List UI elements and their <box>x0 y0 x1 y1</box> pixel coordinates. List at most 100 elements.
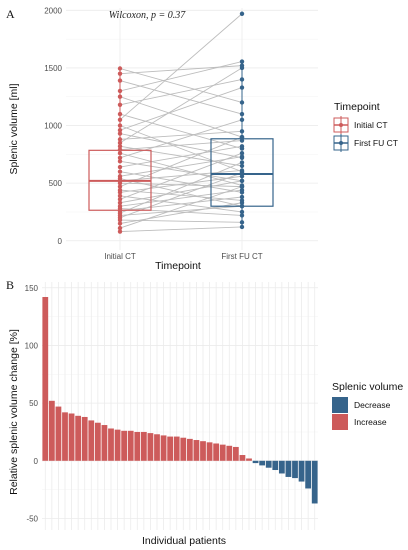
point-initial <box>117 151 123 156</box>
panel-b-legend: Splenic volume Decrease Increase <box>332 381 403 430</box>
point-initial <box>117 221 123 226</box>
bar <box>173 436 180 461</box>
point-followup <box>239 213 245 218</box>
point-initial <box>117 131 123 136</box>
point-initial <box>117 111 123 117</box>
patient-line <box>119 175 243 193</box>
panel-b: B -50 0 50 100 150 Individual patients Relat… <box>6 278 403 547</box>
legend-swatch <box>332 414 348 430</box>
panel-b-y-ticks: -50 0 50 100 150 <box>25 284 39 524</box>
patient-line <box>119 160 243 182</box>
legend-key-point <box>339 141 343 145</box>
point-initial <box>117 217 123 223</box>
y-tick-label: 1500 <box>44 64 62 73</box>
point-initial <box>117 164 123 170</box>
bar <box>114 429 121 461</box>
patient-line <box>119 87 243 131</box>
bar <box>42 296 49 461</box>
point-followup <box>239 129 245 134</box>
y-tick-label: 100 <box>25 341 39 350</box>
panel-b-label: B <box>6 278 14 292</box>
point-followup <box>239 151 245 156</box>
point-initial <box>117 180 123 186</box>
bar <box>292 460 298 479</box>
patient-line <box>119 156 243 177</box>
panel-a-x-axis-title: Timepoint <box>155 260 201 272</box>
patient-line <box>119 170 243 182</box>
patient-line <box>119 13 243 121</box>
patient-line <box>119 130 243 140</box>
point-initial <box>117 169 123 174</box>
panel-a-label: A <box>6 7 15 21</box>
point-initial <box>117 94 123 99</box>
bar <box>219 444 226 461</box>
legend-label: First FU CT <box>354 138 398 148</box>
point-initial <box>117 71 123 76</box>
patient-line <box>119 196 243 212</box>
y-tick-label: 50 <box>29 399 38 408</box>
bar <box>206 442 213 461</box>
bar <box>305 460 312 489</box>
bar <box>154 434 160 461</box>
point-initial <box>117 144 123 149</box>
bar <box>94 422 101 461</box>
point-followup <box>239 187 245 193</box>
bar <box>311 460 318 504</box>
panel-b-x-axis-title: Individual patients <box>142 535 226 547</box>
point-followup <box>239 178 245 184</box>
bar <box>75 415 82 461</box>
y-tick-label: 0 <box>34 457 39 466</box>
point-followup <box>239 174 245 179</box>
point-followup <box>239 154 245 159</box>
bar <box>298 460 305 482</box>
bar <box>180 437 187 461</box>
point-initial <box>117 197 123 202</box>
patient-line <box>119 180 243 204</box>
patient-line <box>119 189 243 207</box>
point-initial <box>117 66 123 71</box>
point-followup <box>239 138 245 143</box>
bar <box>265 460 272 468</box>
bar <box>147 433 154 461</box>
point-initial <box>117 78 123 83</box>
point-followup <box>239 117 245 122</box>
point-initial <box>117 159 123 164</box>
boxplots <box>88 61 274 232</box>
patient-line <box>119 145 243 168</box>
patient-line <box>119 119 243 159</box>
point-initial <box>117 140 123 146</box>
bar <box>81 416 88 461</box>
point-followup <box>239 220 245 225</box>
point-followup <box>239 200 245 205</box>
bar <box>108 428 114 461</box>
y-tick-label: 150 <box>25 284 39 293</box>
legend-entry: Increase <box>332 414 387 430</box>
bar <box>186 438 193 461</box>
y-tick-label: 0 <box>58 237 63 246</box>
patient-line <box>119 65 243 75</box>
panel-a-legend-title: Timepoint <box>334 101 380 113</box>
patient-line <box>119 171 243 193</box>
point-followup <box>239 100 245 105</box>
patient-line <box>119 79 243 106</box>
panel-b-legend-title: Splenic volume <box>332 381 403 393</box>
patient-line <box>119 186 243 229</box>
bar <box>272 460 279 471</box>
point-followup <box>239 184 245 189</box>
bar <box>226 445 233 461</box>
patient-line <box>119 136 243 188</box>
point-followup <box>239 170 245 175</box>
bar <box>252 460 259 464</box>
bar <box>68 413 75 461</box>
patient-line <box>119 125 243 173</box>
panel-b-y-axis-title: Relative splenic volume change [%] <box>8 329 20 495</box>
y-tick-label: 1000 <box>44 122 62 131</box>
bar <box>48 400 55 461</box>
point-followup <box>239 59 245 64</box>
bar <box>200 441 206 461</box>
point-followup <box>239 160 245 165</box>
point-initial <box>117 123 123 128</box>
bar <box>140 431 147 461</box>
patient-line <box>119 205 243 216</box>
